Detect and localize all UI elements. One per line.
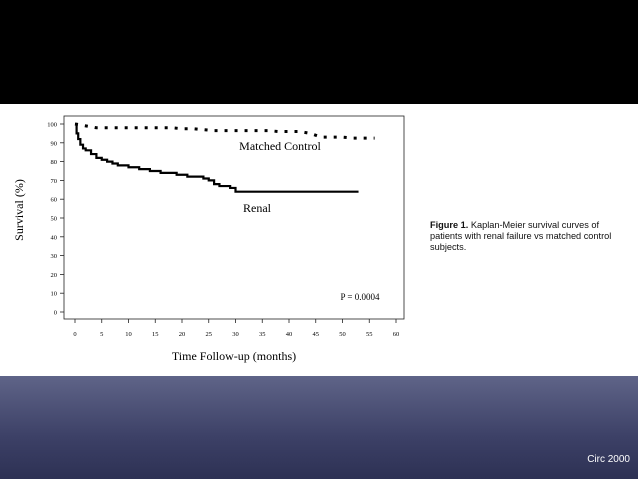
slide-bottom-band: Circ 2000 — [0, 376, 638, 479]
x-tick-label: 10 — [125, 331, 132, 338]
series-label-matched-control: Matched Control — [239, 139, 321, 153]
slide-top-band — [0, 0, 638, 104]
y-tick-label: 0 — [54, 310, 57, 317]
citation: Circ 2000 — [587, 454, 630, 465]
y-axis-label: Survival (%) — [12, 179, 26, 241]
y-tick-label: 100 — [47, 122, 57, 129]
y-tick-label: 70 — [51, 178, 58, 185]
x-tick-label: 15 — [152, 331, 159, 338]
kaplan-meier-chart: 0 10 20 30 40 50 60 70 80 90 100 0 5 10 15 20 25 30 35 40 45… — [12, 115, 405, 363]
y-tick-label: 50 — [51, 216, 58, 223]
x-tick-label: 50 — [339, 331, 346, 338]
y-tick-label: 40 — [51, 234, 58, 241]
y-tick-label: 10 — [51, 291, 58, 298]
figure-caption: Figure 1. Kaplan-Meier survival curves o… — [430, 220, 630, 253]
y-tick-label: 30 — [51, 253, 58, 260]
y-tick-label: 20 — [51, 272, 58, 279]
x-axis-label: Time Follow-up (months) — [172, 349, 296, 363]
x-tick-label: 45 — [313, 331, 320, 338]
y-tick-label: 90 — [51, 140, 58, 147]
x-tick-label: 40 — [286, 331, 293, 338]
x-tick-label: 60 — [393, 331, 400, 338]
y-tick-label: 60 — [51, 197, 58, 204]
x-tick-label: 30 — [232, 331, 239, 338]
x-tick-label: 35 — [259, 331, 266, 338]
x-tick-label: 55 — [366, 331, 373, 338]
x-tick-label: 0 — [73, 331, 76, 338]
x-tick-label: 5 — [100, 331, 103, 338]
caption-text: Kaplan-Meier survival curves of patients… — [430, 220, 612, 252]
plot-frame — [63, 115, 405, 320]
series-label-renal: Renal — [243, 201, 272, 215]
slide-content: 0 10 20 30 40 50 60 70 80 90 100 0 5 10 15 20 25 30 35 40 45… — [0, 104, 638, 376]
p-value-annotation: P = 0.0004 — [341, 292, 380, 302]
y-tick-label: 80 — [51, 159, 58, 166]
x-tick-label: 20 — [179, 331, 186, 338]
series-line-matched-control — [74, 122, 375, 140]
caption-label: Figure 1. — [430, 220, 469, 230]
x-tick-label: 25 — [206, 331, 213, 338]
series-line-renal — [75, 122, 359, 193]
